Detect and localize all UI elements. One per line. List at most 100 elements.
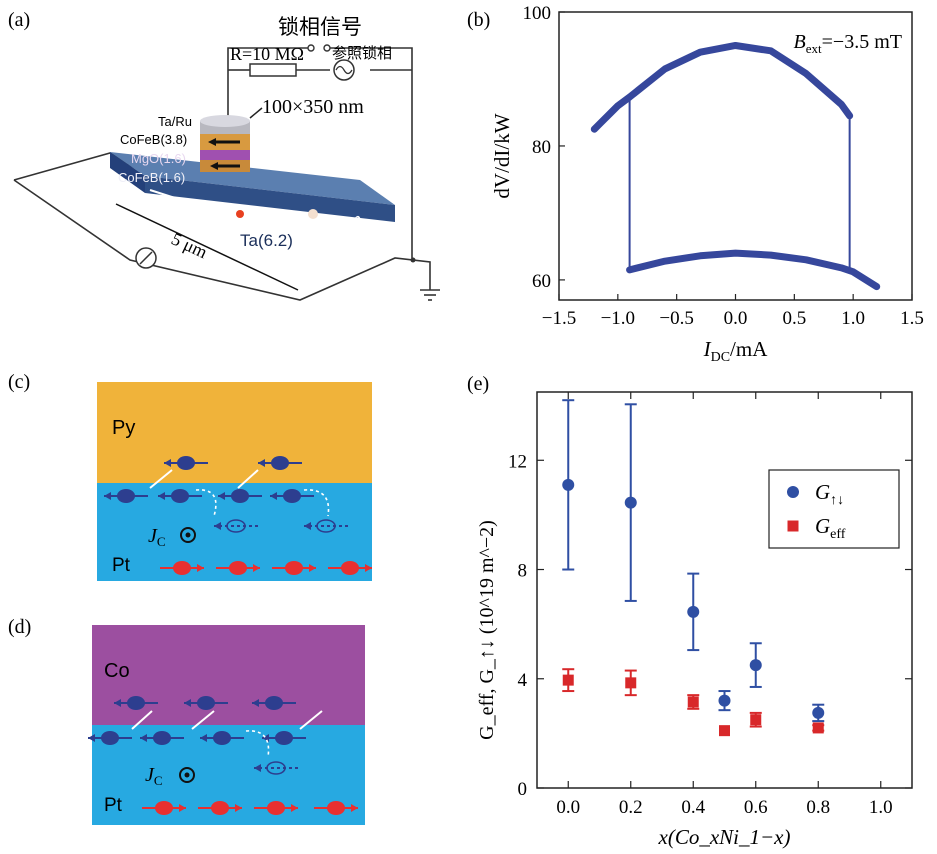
transfer-arrow (131, 710, 153, 730)
resistor-label: R=10 MΩ (230, 44, 304, 64)
spin-body (177, 456, 195, 470)
x-tick-label-b: 1.0 (841, 308, 865, 329)
spin-body (155, 801, 173, 815)
curve-low-resistance-branch (626, 249, 881, 291)
spin-arrow-head (158, 492, 165, 500)
magnet-arrow-top-head (208, 138, 216, 146)
layer-mgo-label: MgO(1.6) (131, 151, 186, 166)
data-point-g-updown (749, 659, 762, 672)
ta-bar-side (110, 152, 145, 193)
spin-arrow-head (235, 804, 242, 812)
spin-hollow (226, 519, 246, 533)
spin-arrows-c (104, 456, 372, 575)
y-tick-label-b: 80 (532, 137, 551, 158)
spin-arrow-head (291, 804, 298, 812)
spin-body (327, 801, 345, 815)
transfer-arrow (191, 710, 215, 730)
panel-c-diagram: (c) Py Pt JC (8, 371, 372, 581)
spin-body (171, 489, 189, 503)
x-tick-label-b: −1.0 (601, 308, 635, 329)
layer-top-label: Ta/Ru (158, 114, 192, 129)
spin-arrow-head (258, 459, 265, 467)
jc-dot-d (184, 772, 190, 778)
x-tick-label-e: 0.6 (744, 797, 768, 818)
spin-arrow-head (253, 564, 260, 572)
spin-arrow-head (304, 522, 311, 530)
y-tick-label-b: 60 (532, 271, 551, 292)
x-axis-label-b: IDC/mA (703, 337, 769, 365)
magnet-arrow-bottom-head (210, 162, 218, 170)
data-point-g-updown (812, 706, 825, 719)
data-point-g-updown (624, 496, 637, 509)
py-layer (97, 382, 372, 483)
spin-body (197, 696, 215, 710)
current-source-bar (139, 251, 153, 265)
spin-body (341, 561, 359, 575)
data-point-g-eff (687, 696, 699, 708)
lockin-terminal-right (323, 44, 331, 52)
panel-a-schematic: (a) 锁相信号 R=10 MΩ 参照锁相 100×350 nm Ta/Ru C… (8, 9, 440, 301)
legend-marker-g-updown (787, 486, 799, 498)
legend-entry: Geff (815, 514, 846, 542)
y-tick-label-e: 12 (508, 451, 527, 472)
x-tick-label-b: 0.5 (782, 308, 806, 329)
y-tick-label-e: 0 (518, 779, 528, 800)
data-point-g-eff (812, 722, 824, 734)
ground-icon (420, 289, 440, 301)
x-tick-label-b: −0.5 (659, 308, 693, 329)
reflect-arrow (303, 489, 330, 517)
panel-d-label: (d) (8, 616, 31, 638)
ta-bar-top (110, 152, 395, 205)
jc-out-of-page-icon-c (180, 527, 196, 543)
y-tick-label-e: 4 (518, 670, 528, 691)
x-tick-label-e: 0.2 (619, 797, 643, 818)
ac-wave (335, 65, 353, 75)
spin-body (275, 731, 293, 745)
reference-label: 参照锁相 (332, 45, 392, 62)
panel-b-chart: (b) −1.5 −1.0 −0.5 0.0 0.5 1.0 1.5 60 80 100 Bext=−… (467, 3, 924, 365)
x-tick-label-e: 0.4 (681, 797, 705, 818)
resistor-icon (249, 63, 297, 77)
spin-body (283, 489, 301, 503)
curve-high-resistance-branch (590, 41, 854, 133)
data-point-g-eff (719, 725, 730, 737)
pt-label-c: Pt (112, 555, 131, 576)
y-axis-label-b: dV/dI/kW (490, 113, 514, 198)
data-point-g-updown (718, 694, 731, 707)
data-point-g-eff (750, 714, 762, 726)
y-tick-label-b: 100 (523, 3, 552, 24)
field-annotation: Bext=−3.5 mT (794, 31, 902, 56)
x-tick-label-e: 1.0 (869, 797, 893, 818)
panel-a-label: (a) (8, 9, 30, 31)
legend-box (768, 469, 900, 549)
spin-hollow (316, 519, 336, 533)
jc-label-c: JC (148, 525, 166, 549)
py-label: Py (112, 417, 135, 439)
transfer-arrow (149, 469, 173, 489)
pillar-top-surface (200, 115, 250, 127)
panel-c-label: (c) (8, 371, 30, 393)
spin-hollow (266, 761, 286, 775)
reflect-arrow (245, 730, 270, 758)
spin-body (173, 561, 191, 575)
spin-arrow-head (179, 804, 186, 812)
reflect-arrow (195, 489, 217, 517)
data-point-g-eff (625, 677, 637, 689)
data-point-g-updown (562, 478, 575, 491)
panel-e-label: (e) (467, 373, 489, 395)
pillar-mgo (200, 150, 250, 160)
spin-body (229, 561, 247, 575)
x-tick-label-b: 1.5 (900, 308, 924, 329)
data-point-g-eff (562, 674, 574, 686)
current-arrow-head (216, 208, 228, 216)
spin-body (153, 731, 171, 745)
contact-dot-1 (236, 210, 244, 218)
spin-arrow-head (309, 564, 316, 572)
contact-dot-2 (308, 209, 318, 219)
jc-label-d: JC (145, 764, 163, 788)
current-arrow (149, 189, 223, 214)
y-axis-label-e: G_eff, G_↑↓ (10^19 m^−2) (476, 520, 498, 740)
plot-frame-e (536, 391, 913, 789)
spin-arrow-head (200, 734, 207, 742)
legend-entry: G↑↓ (815, 480, 844, 508)
